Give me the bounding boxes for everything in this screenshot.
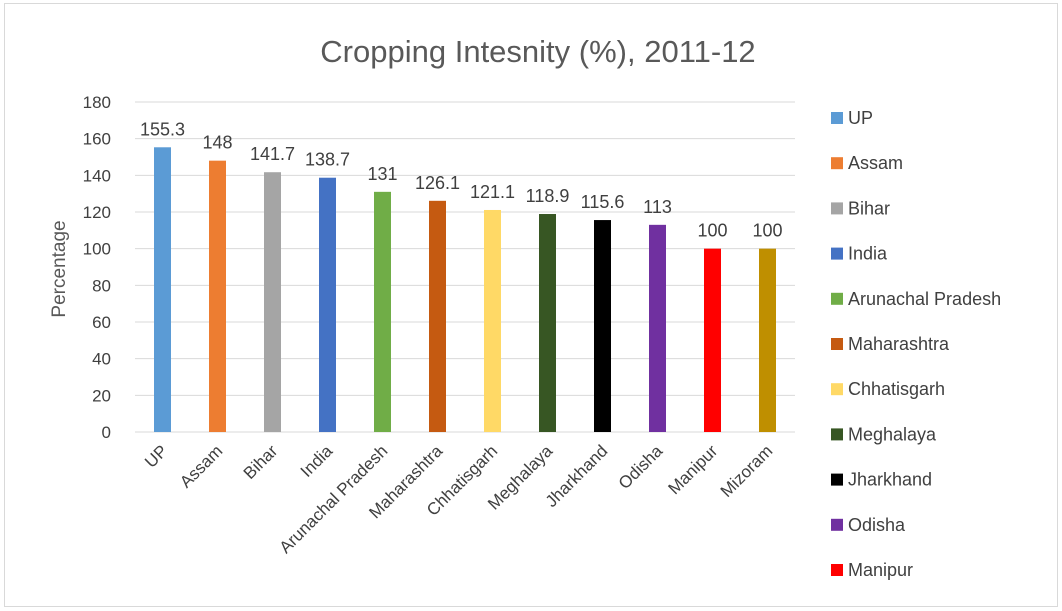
bar (539, 214, 556, 432)
y-axis-label: Percentage (49, 220, 70, 317)
data-label: 118.9 (526, 186, 570, 206)
data-label: 100 (697, 221, 727, 241)
legend-swatch (831, 112, 843, 124)
bar-chart: Cropping Intesnity (%), 2011-12 Percenta… (49, 34, 1001, 580)
legend-item: Jharkhand (831, 470, 932, 490)
y-tick-label: 160 (83, 130, 111, 149)
bar (264, 172, 281, 432)
y-tick-label: 140 (83, 166, 111, 185)
legend-swatch (831, 518, 843, 531)
legend-swatch (831, 428, 843, 441)
bar (759, 248, 776, 432)
data-labels: 155.3 148 141.7 138.7 131 126.1 121.1 118.9 115.… (140, 119, 783, 240)
legend: UP Assam Bihar India Arunachal Pradesh Mahara… (831, 108, 1001, 580)
y-tick-label: 20 (92, 386, 111, 405)
legend-item: Arunachal Pradesh (831, 289, 1001, 309)
legend-label: Arunachal Pradesh (848, 289, 1001, 309)
gridlines (135, 101, 795, 433)
legend-swatch (831, 292, 843, 305)
legend-swatch (831, 157, 843, 170)
legend-label: India (848, 244, 888, 264)
bars (154, 147, 776, 433)
legend-label: Meghalaya (848, 424, 937, 444)
x-tick-label: UP (141, 441, 171, 471)
legend-item: Maharashtra (831, 334, 950, 354)
data-label: 121.1 (470, 182, 515, 202)
legend-item: Manipur (831, 560, 913, 580)
data-label: 115.6 (581, 192, 625, 212)
legend-label: Odisha (848, 515, 906, 535)
legend-item: Bihar (831, 198, 890, 218)
legend-label: Manipur (848, 560, 913, 580)
y-tick-label: 60 (92, 313, 111, 332)
legend-label: UP (848, 108, 873, 128)
legend-swatch (831, 473, 843, 486)
data-label: 100 (752, 221, 782, 241)
y-tick-label: 40 (92, 350, 111, 369)
legend-label: Maharashtra (848, 334, 950, 354)
legend-label: Jharkhand (848, 470, 932, 490)
y-axis-ticks: 0 20 40 60 80 100 120 140 160 180 (83, 93, 111, 442)
x-tick-label: Mizoram (717, 441, 777, 501)
bar (649, 224, 666, 432)
data-label: 131 (367, 164, 397, 184)
x-tick-label: Assam (176, 441, 226, 491)
y-tick-label: 100 (83, 240, 111, 259)
legend-swatch (831, 247, 843, 260)
y-tick-label: 0 (102, 423, 111, 442)
legend-label: Assam (848, 153, 903, 173)
legend-label: Bihar (848, 198, 890, 218)
y-tick-label: 120 (83, 203, 111, 222)
y-tick-label: 80 (92, 276, 111, 295)
x-tick-label: Bihar (240, 441, 282, 483)
x-tick-label: Manipur (664, 441, 721, 498)
bar (154, 147, 171, 433)
data-label: 113 (643, 197, 672, 217)
bar (374, 191, 391, 432)
x-tick-label: India (297, 441, 337, 481)
data-label: 148 (202, 133, 232, 153)
data-label: 155.3 (140, 119, 185, 139)
chart-frame: Cropping Intesnity (%), 2011-12 Percenta… (4, 3, 1058, 607)
bar (484, 209, 501, 432)
bar (319, 177, 336, 432)
legend-swatch (831, 564, 843, 576)
legend-item: Chhatisgarh (831, 379, 945, 399)
legend-label: Chhatisgarh (848, 379, 945, 399)
data-label: 126.1 (415, 173, 460, 193)
legend-item: UP (831, 108, 873, 128)
legend-swatch (831, 202, 843, 215)
bar (429, 200, 446, 432)
legend-swatch (831, 338, 843, 350)
x-tick-label: Odisha (615, 441, 667, 493)
bar (704, 248, 721, 432)
legend-item: India (831, 244, 888, 264)
legend-item: Odisha (831, 515, 906, 535)
data-label: 138.7 (305, 150, 350, 170)
bar (209, 160, 226, 432)
bar (594, 220, 611, 432)
chart-title: Cropping Intesnity (%), 2011-12 (320, 34, 755, 69)
legend-swatch (831, 383, 843, 396)
legend-item: Assam (831, 153, 903, 173)
data-label: 141.7 (250, 144, 295, 164)
y-tick-label: 180 (83, 93, 111, 112)
legend-item: Meghalaya (831, 424, 937, 444)
